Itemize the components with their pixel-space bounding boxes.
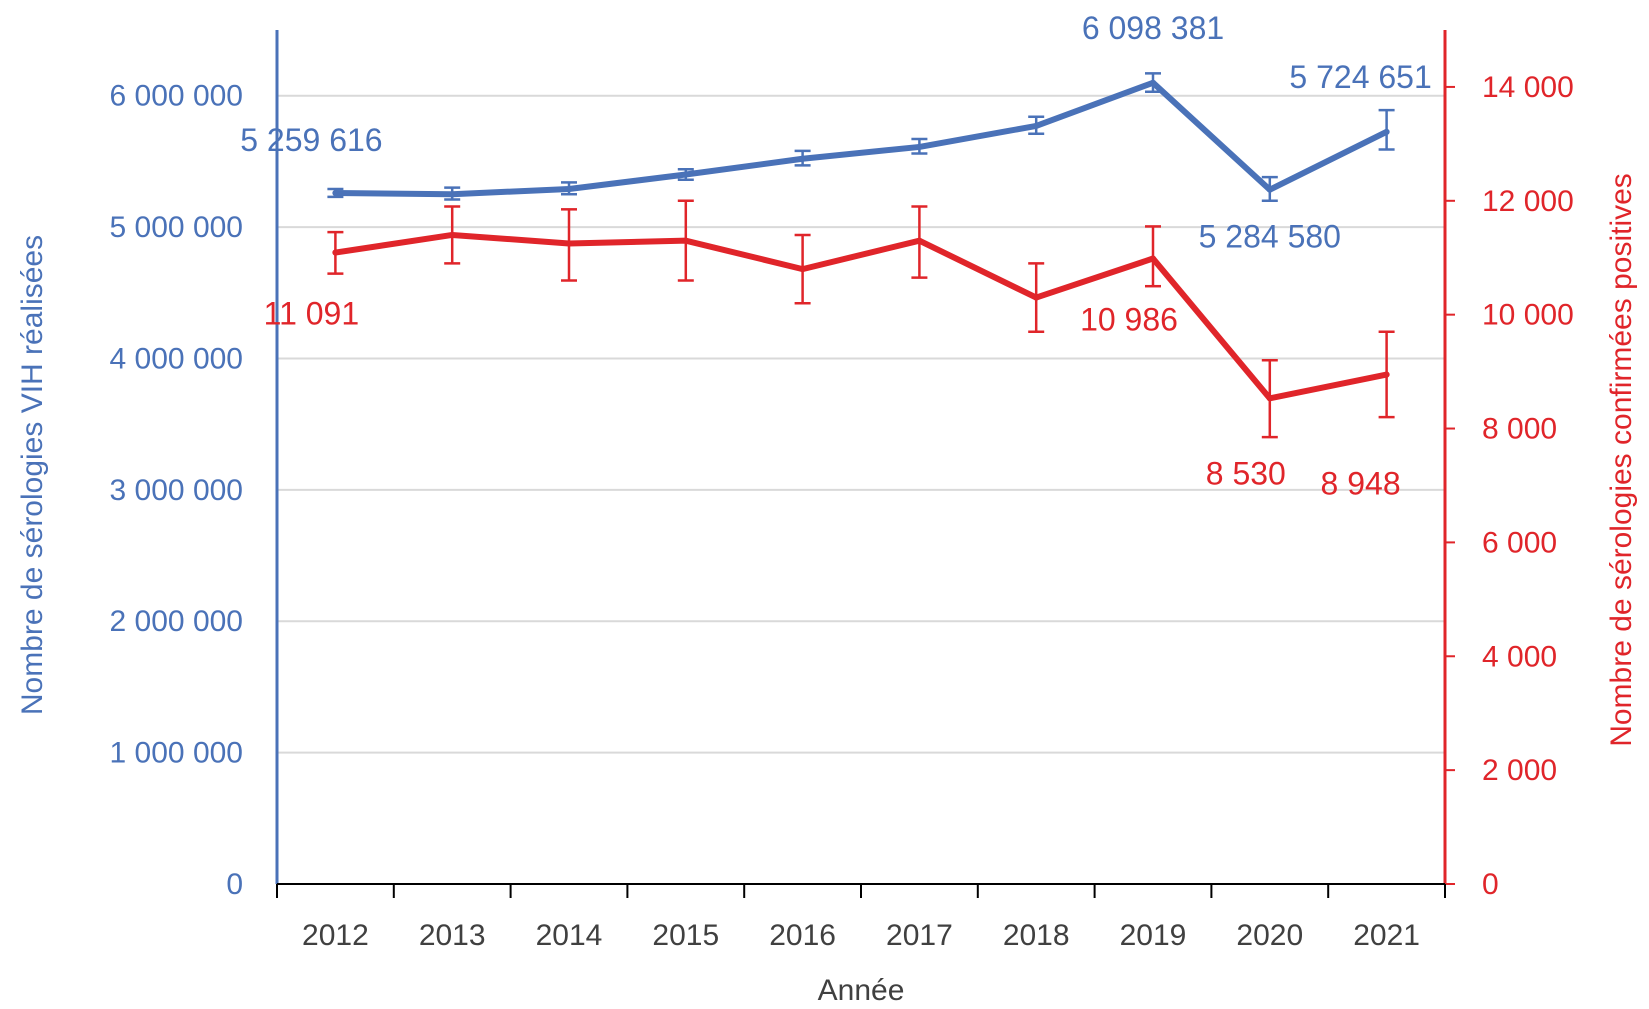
x-tick-label: 2012 bbox=[302, 919, 369, 952]
series-line bbox=[332, 231, 1390, 402]
data-point bbox=[1383, 371, 1390, 378]
axes: 0 1 000 000 2 000 000 3 000 000 4 000 000 5 0… bbox=[110, 30, 1574, 952]
y-right-tick-label: 12 000 bbox=[1482, 185, 1574, 218]
x-tick-label: 2014 bbox=[536, 919, 603, 952]
series-line bbox=[332, 79, 1390, 198]
data-point bbox=[449, 191, 456, 198]
data-label: 8 948 bbox=[1321, 466, 1401, 502]
x-tick-label: 2015 bbox=[652, 919, 719, 952]
data-point bbox=[682, 237, 689, 244]
data-point bbox=[916, 237, 923, 244]
data-label: 5 724 651 bbox=[1289, 59, 1431, 95]
x-tick-label: 2013 bbox=[419, 919, 486, 952]
y-axis-right-title: Nombre de sérologies confirmées positive… bbox=[1605, 173, 1638, 747]
data-point bbox=[1383, 128, 1390, 135]
y-right-tick-label: 8 000 bbox=[1482, 413, 1557, 446]
y-axis-left-title: Nombre de sérologies VIH réalisées bbox=[16, 235, 49, 715]
data-point bbox=[799, 155, 806, 162]
data-point bbox=[1266, 186, 1273, 193]
x-tick-label: 2019 bbox=[1120, 919, 1187, 952]
data-point bbox=[799, 266, 806, 273]
data-point bbox=[1033, 294, 1040, 301]
gridlines bbox=[277, 94, 1445, 754]
x-tick-label: 2016 bbox=[769, 919, 836, 952]
y-left-tick-label: 4 000 000 bbox=[110, 342, 243, 375]
data-point bbox=[566, 185, 572, 192]
data-point bbox=[566, 240, 572, 247]
data-point bbox=[332, 189, 339, 196]
data-label: 5 284 580 bbox=[1199, 219, 1341, 255]
x-tick-label: 2021 bbox=[1353, 919, 1420, 952]
series-tests bbox=[327, 72, 1395, 203]
data-point bbox=[1150, 255, 1156, 262]
x-tick-label: 2020 bbox=[1236, 919, 1303, 952]
data-point bbox=[449, 231, 456, 238]
y-right-tick-label: 2 000 bbox=[1482, 754, 1557, 787]
data-label: 10 986 bbox=[1080, 302, 1178, 338]
data-point bbox=[682, 171, 689, 178]
data-point bbox=[1150, 79, 1156, 86]
y-left-tick-label: 1 000 000 bbox=[110, 737, 243, 770]
y-left-tick-label: 3 000 000 bbox=[110, 474, 243, 507]
x-tick-label: 2017 bbox=[886, 919, 953, 952]
y-right-tick-label: 0 bbox=[1482, 868, 1499, 901]
x-axis-title: Année bbox=[818, 974, 905, 1007]
data-label: 5 259 616 bbox=[240, 122, 382, 158]
y-right-tick-label: 4 000 bbox=[1482, 640, 1557, 673]
y-right-tick-label: 6 000 bbox=[1482, 526, 1557, 559]
y-left-tick-label: 5 000 000 bbox=[110, 211, 243, 244]
series-positives bbox=[327, 199, 1395, 439]
data-label: 11 091 bbox=[264, 296, 360, 332]
point-labels: 5 259 616 6 098 381 5 284 580 5 724 651 11 0… bbox=[240, 10, 1432, 502]
y-right-tick-label: 14 000 bbox=[1482, 71, 1574, 104]
data-label: 6 098 381 bbox=[1082, 10, 1224, 46]
data-point bbox=[916, 143, 923, 150]
x-tick-label: 2018 bbox=[1003, 919, 1070, 952]
data-point bbox=[1266, 395, 1273, 402]
y-left-tick-label: 2 000 000 bbox=[110, 605, 243, 638]
y-left-tick-label: 6 000 000 bbox=[110, 80, 243, 113]
data-point bbox=[1033, 122, 1040, 129]
data-label: 8 530 bbox=[1206, 455, 1286, 491]
series bbox=[327, 72, 1395, 439]
y-right-tick-label: 10 000 bbox=[1482, 299, 1574, 332]
y-left-tick-label: 0 bbox=[226, 868, 243, 901]
data-point bbox=[332, 249, 339, 256]
